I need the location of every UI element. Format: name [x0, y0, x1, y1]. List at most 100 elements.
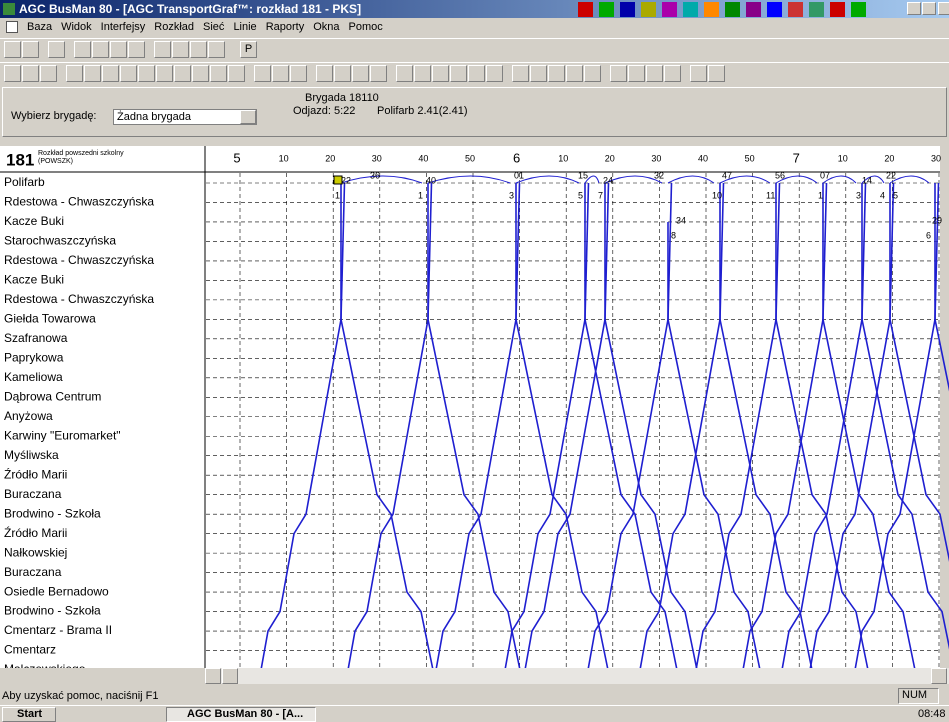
toolbar-button[interactable] [102, 65, 119, 82]
menu-item[interactable]: Pomoc [349, 21, 383, 33]
vertical-scrollbar[interactable] [940, 173, 949, 668]
toolbar-button[interactable] [450, 65, 467, 82]
toolbar-button[interactable] [468, 65, 485, 82]
toolbar-button[interactable] [210, 65, 227, 82]
toolbar-button[interactable] [566, 65, 583, 82]
time-label: 50 [465, 153, 475, 163]
stop-name: Karwiny "Euromarket" [4, 428, 121, 442]
toolbar-button[interactable] [172, 41, 189, 58]
menu-item[interactable]: Raporty [266, 21, 305, 33]
trip-label: 7 [598, 190, 603, 200]
stop-name: Źródło Marii [4, 525, 67, 540]
toolbar-button[interactable] [40, 65, 57, 82]
title-icon [725, 2, 740, 17]
toolbar-button[interactable] [128, 41, 145, 58]
schedule-code: (POWSZK) [38, 158, 73, 165]
scroll-left[interactable] [205, 668, 221, 684]
toolbar-button[interactable]: P [240, 41, 257, 58]
trip-label: 29 [932, 215, 942, 225]
toolbar-button[interactable] [584, 65, 601, 82]
trip-label: 10 [712, 190, 722, 200]
toolbar-button[interactable] [548, 65, 565, 82]
horizontal-scrollbar[interactable] [205, 668, 949, 684]
select-value: Żadna brygada [117, 111, 191, 123]
trip-label: 14 [862, 175, 872, 185]
menu-item[interactable]: Okna [313, 21, 339, 33]
toolbar-button[interactable] [708, 65, 725, 82]
start-button[interactable]: Start [2, 707, 56, 722]
toolbar-button[interactable] [486, 65, 503, 82]
toolbar-button[interactable] [110, 41, 127, 58]
toolbar-button[interactable] [66, 65, 83, 82]
trip-label: 07 [820, 170, 830, 180]
menu-item[interactable]: Interfejsy [101, 21, 146, 33]
bus-marker [334, 176, 342, 184]
toolbar-button[interactable] [4, 65, 21, 82]
time-label: 50 [745, 153, 755, 163]
toolbar-button[interactable] [690, 65, 707, 82]
toolbar-button[interactable] [290, 65, 307, 82]
toolbar-button[interactable] [432, 65, 449, 82]
trip-label: 32 [654, 170, 664, 180]
menu-item[interactable]: Rozkład [154, 21, 194, 33]
toolbar-button[interactable] [228, 65, 245, 82]
toolbar-button[interactable] [84, 65, 101, 82]
trip-label: 5 [578, 190, 583, 200]
toolbar-button[interactable] [120, 65, 137, 82]
task-button[interactable]: AGC BusMan 80 - [A... [166, 707, 316, 722]
toolbar-button[interactable] [334, 65, 351, 82]
toolbar-button[interactable] [272, 65, 289, 82]
scroll-right[interactable] [931, 668, 947, 684]
restore-button[interactable] [922, 2, 936, 15]
time-label: 20 [325, 153, 335, 163]
toolbar-button[interactable] [92, 41, 109, 58]
toolbar-button[interactable] [646, 65, 663, 82]
toolbar-button[interactable] [192, 65, 209, 82]
toolbar-button[interactable] [22, 65, 39, 82]
toolbar-button[interactable] [74, 41, 91, 58]
stop-name: Starochwaszczyńska [4, 234, 116, 248]
title-icon [809, 2, 824, 17]
toolbar: P [0, 38, 949, 61]
menu-item[interactable]: Baza [27, 21, 52, 33]
menu-item[interactable]: Linie [233, 21, 256, 33]
toolbar-button[interactable] [4, 41, 21, 58]
title-icon [683, 2, 698, 17]
dropdown-button[interactable] [240, 110, 256, 124]
trip-label: 15 [578, 170, 588, 180]
status-help: Aby uzyskać pomoc, naciśnij F1 [2, 690, 159, 702]
toolbar-button[interactable] [610, 65, 627, 82]
brigade-select[interactable]: Żadna brygada [113, 109, 257, 125]
toolbar-button[interactable] [512, 65, 529, 82]
schedule-name: Rozkład powszedni szkolny [38, 150, 124, 157]
title-icon [767, 2, 782, 17]
toolbar-button[interactable] [316, 65, 333, 82]
toolbar-button[interactable] [664, 65, 681, 82]
toolbar-button[interactable] [138, 65, 155, 82]
brigade-number: Brygada 18110 [305, 92, 379, 104]
toolbar-button[interactable] [396, 65, 413, 82]
toolbar-button[interactable] [48, 41, 65, 58]
minimize-button[interactable] [907, 2, 921, 15]
scroll-thumb[interactable] [222, 668, 238, 684]
toolbar-button[interactable] [628, 65, 645, 82]
toolbar-button[interactable] [154, 41, 171, 58]
toolbar-button[interactable] [352, 65, 369, 82]
app-icon [3, 3, 15, 15]
toolbar-button[interactable] [156, 65, 173, 82]
toolbar-button[interactable] [174, 65, 191, 82]
toolbar-button[interactable] [370, 65, 387, 82]
menu-item[interactable]: Widok [61, 21, 92, 33]
time-label: 10 [558, 153, 568, 163]
toolbar-button[interactable] [254, 65, 271, 82]
close-button[interactable] [938, 2, 949, 15]
menu-item[interactable]: Sieć [203, 21, 224, 33]
toolbar-button[interactable] [22, 41, 39, 58]
stop-name: Osiedle Bernadowo [4, 584, 109, 598]
toolbar-button[interactable] [208, 41, 225, 58]
clock: 08:48 [918, 708, 946, 720]
toolbar-button[interactable] [530, 65, 547, 82]
stop-name: Kacze Buki [4, 273, 64, 287]
toolbar-button[interactable] [414, 65, 431, 82]
toolbar-button[interactable] [190, 41, 207, 58]
